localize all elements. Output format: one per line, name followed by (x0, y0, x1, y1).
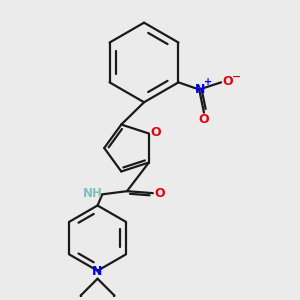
Text: O: O (151, 126, 161, 139)
Text: −: − (232, 71, 241, 81)
Text: O: O (222, 75, 233, 88)
Text: O: O (199, 113, 209, 126)
Text: N: N (92, 265, 103, 278)
Text: +: + (204, 77, 212, 87)
Text: N: N (194, 82, 205, 96)
Text: NH: NH (83, 187, 103, 200)
Text: O: O (154, 187, 165, 200)
